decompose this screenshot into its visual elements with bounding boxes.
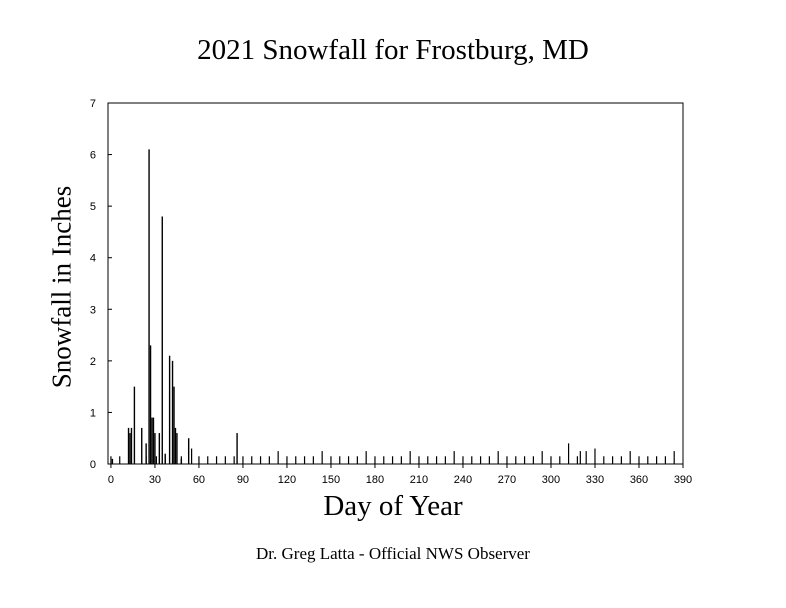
x-tick-label: 0 — [108, 474, 114, 486]
chart-title: 2021 Snowfall for Frostburg, MD — [197, 34, 589, 66]
y-tick-label: 6 — [90, 150, 96, 162]
x-tick-label: 90 — [237, 474, 249, 486]
x-tick-label: 210 — [410, 474, 428, 486]
y-tick-label: 7 — [90, 98, 96, 110]
y-tick-label: 4 — [90, 253, 96, 265]
x-tick-label: 60 — [193, 474, 205, 486]
x-tick-label: 300 — [542, 474, 560, 486]
y-tick-label: 0 — [90, 459, 96, 471]
x-tick-label: 180 — [366, 474, 384, 486]
footer-credit: Dr. Greg Latta - Official NWS Observer — [256, 544, 530, 563]
x-axis-label: Day of Year — [323, 490, 463, 522]
y-tick-label: 2 — [90, 356, 96, 368]
bar-series — [111, 149, 238, 464]
x-tick-label: 150 — [322, 474, 340, 486]
y-tick-label: 1 — [90, 407, 96, 419]
trace-series — [110, 443, 675, 464]
x-tick-label: 30 — [149, 474, 161, 486]
x-tick-label: 390 — [674, 474, 692, 486]
x-tick-label: 360 — [630, 474, 648, 486]
y-tick-label: 5 — [90, 201, 96, 213]
x-tick-label: 120 — [278, 474, 296, 486]
x-tick-label: 330 — [586, 474, 604, 486]
x-tick-label: 270 — [498, 474, 516, 486]
axis-ticks: 0 1 2 3 4 5 6 7 0 30 60 90 120 150 180 210 240 270 300 330 3… — [90, 98, 692, 486]
plot-frame — [107, 102, 684, 465]
x-tick-label: 240 — [454, 474, 472, 486]
y-tick-label: 3 — [90, 304, 96, 316]
